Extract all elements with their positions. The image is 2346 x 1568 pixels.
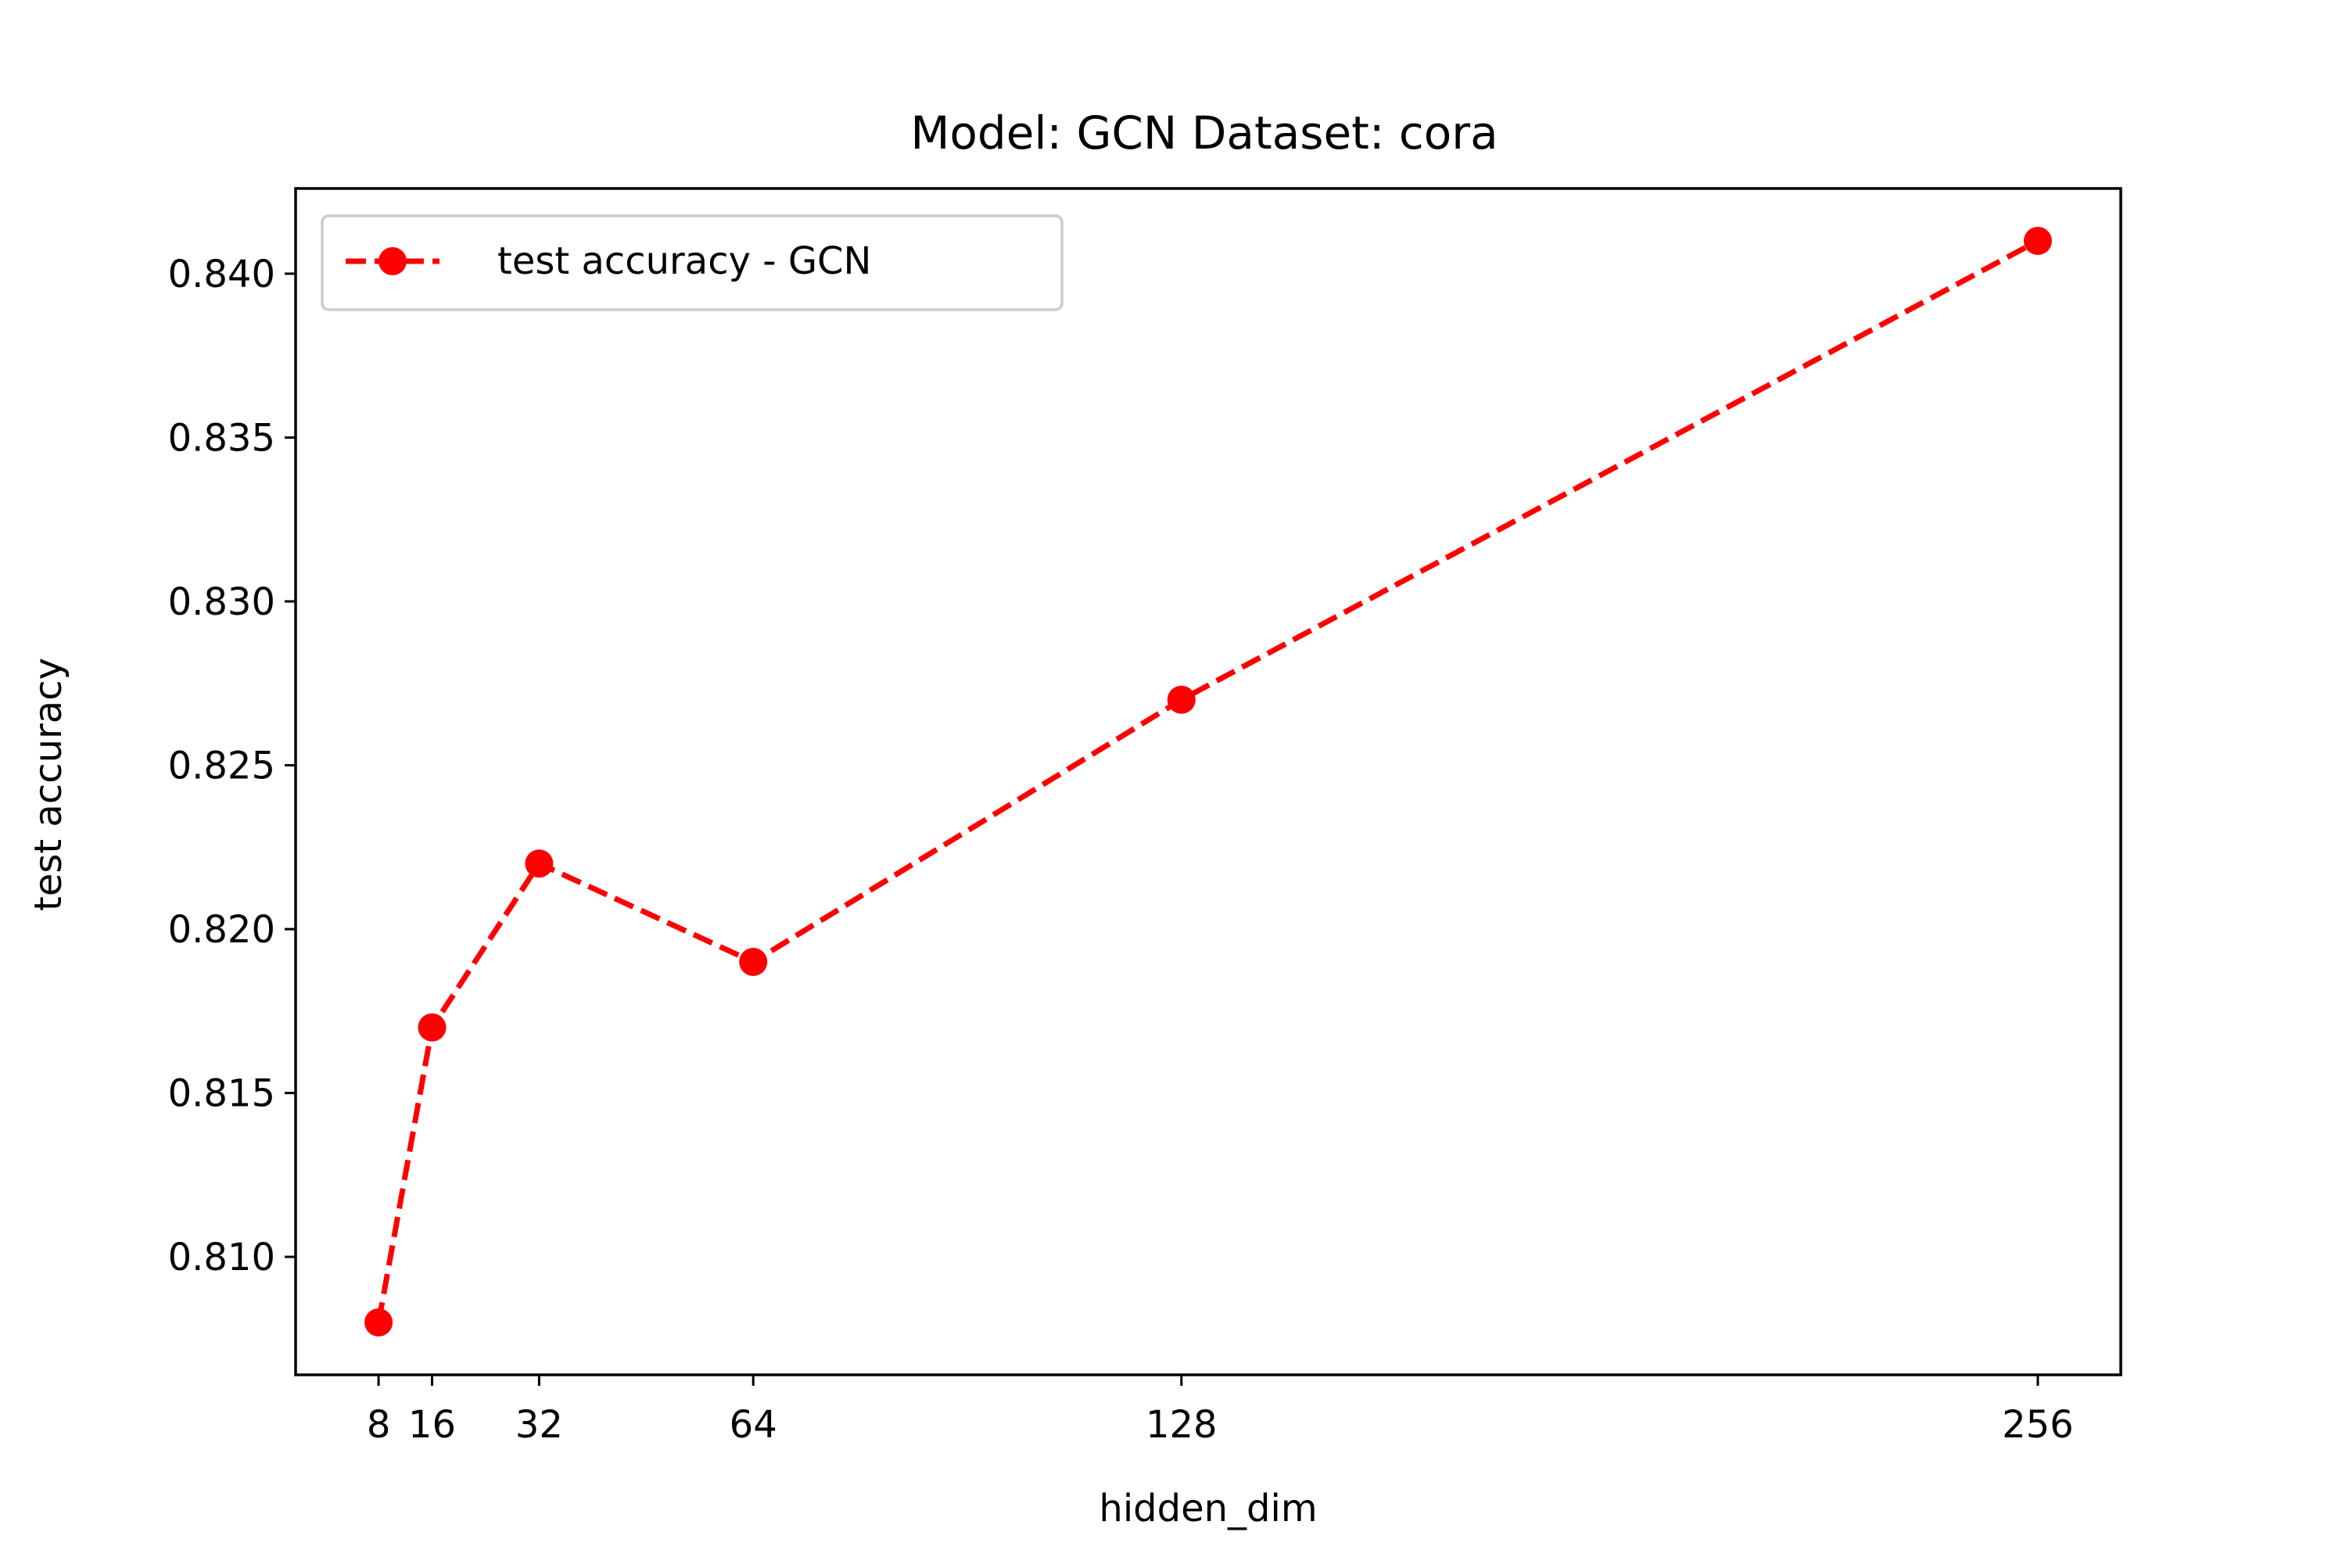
data-point-marker	[1167, 685, 1196, 714]
data-point-marker	[2023, 227, 2052, 256]
legend-marker-sample	[378, 247, 407, 275]
data-point-marker	[525, 849, 554, 878]
y-tick-label: 0.830	[168, 580, 275, 624]
x-tick-label: 64	[730, 1403, 777, 1447]
axes: 0.810 0.815 0.820 0.825 0.830 0.835 0.840 8 16 32…	[168, 253, 2074, 1447]
y-tick-label: 0.820	[168, 908, 275, 952]
y-tick-label: 0.840	[168, 253, 275, 296]
x-tick-label: 32	[515, 1403, 563, 1447]
data-point-marker	[364, 1308, 393, 1337]
x-axis-label: hidden_dim	[1099, 1487, 1317, 1530]
x-tick-label: 128	[1146, 1403, 1218, 1447]
y-tick-label: 0.825	[168, 745, 275, 788]
legend: test accuracy - GCN	[321, 214, 1064, 311]
legend-label: test accuracy - GCN	[497, 239, 871, 283]
y-tick-label: 0.810	[168, 1236, 275, 1279]
x-tick-label: 16	[408, 1403, 456, 1447]
plot-frame	[294, 187, 2122, 1376]
x-tick-label: 256	[2002, 1403, 2074, 1447]
data-point-marker	[418, 1013, 447, 1042]
plot-series	[364, 227, 2052, 1337]
chart-title: Model: GCN Dataset: cora	[910, 106, 1498, 160]
y-axis-label: test accuracy	[27, 658, 70, 911]
x-tick-label: 8	[367, 1403, 391, 1447]
data-point-marker	[739, 947, 768, 976]
series-line	[375, 238, 2039, 1323]
legend-box	[321, 214, 1064, 311]
y-tick-label: 0.835	[168, 416, 275, 460]
y-tick-label: 0.815	[168, 1072, 275, 1116]
